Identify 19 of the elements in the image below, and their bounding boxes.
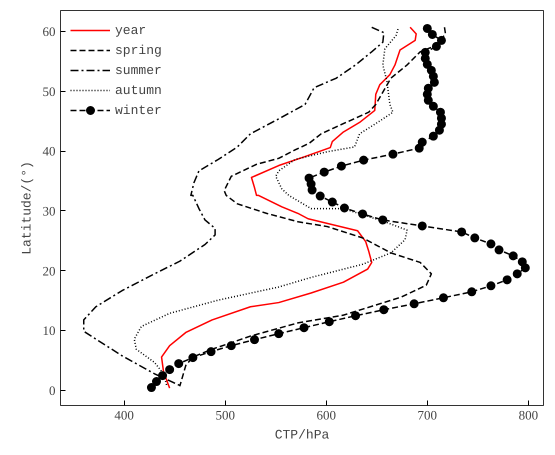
legend-label: autumn [115, 82, 162, 98]
y-tick-label: 0 [49, 383, 56, 398]
y-tick-label: 40 [42, 144, 56, 159]
legend-label: winter [115, 102, 162, 118]
legend-label: summer [115, 62, 162, 78]
y-tick-label: 30 [42, 203, 56, 218]
x-axis-title: CTP/hPa [274, 428, 330, 442]
y-tick-label: 20 [42, 263, 56, 278]
x-tick-label: 500 [215, 408, 235, 422]
x-tick-label: 600 [316, 408, 336, 422]
y-axis-title: Latitude/(°) [20, 161, 34, 255]
x-tick-label: 700 [418, 408, 438, 422]
legend-label: spring [115, 42, 162, 58]
x-tick-label: 400 [114, 408, 134, 422]
x-tick-label: 800 [518, 408, 538, 422]
y-tick-label: 10 [42, 323, 56, 338]
y-tick-label: 60 [42, 24, 56, 39]
legend-label: year [115, 22, 146, 38]
y-tick-label: 50 [42, 84, 56, 99]
